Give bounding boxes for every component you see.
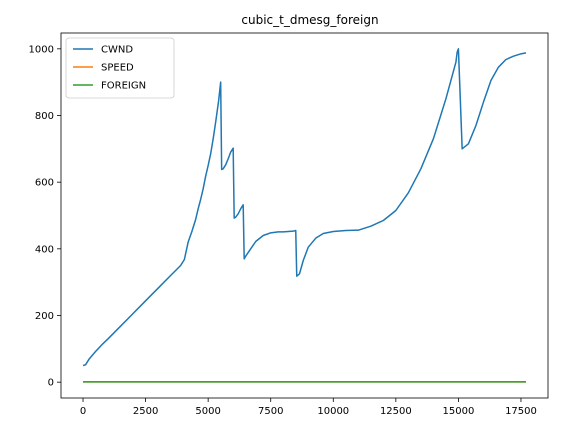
legend-label-foreign: FOREIGN xyxy=(101,81,146,92)
y-axis: 0 200 400 600 800 1000 xyxy=(29,44,61,389)
x-tick-label: 7500 xyxy=(258,406,283,417)
legend-box xyxy=(65,37,175,99)
y-tick-label: 200 xyxy=(35,311,54,322)
x-tick-label: 2500 xyxy=(133,406,158,417)
chart-title: cubic_t_dmesg_foreign xyxy=(241,13,378,27)
x-tick-label: 12500 xyxy=(380,406,412,417)
y-tick-label: 0 xyxy=(48,378,54,389)
y-tick-label: 400 xyxy=(35,244,54,255)
legend: CWND SPEED FOREIGN xyxy=(65,37,175,99)
x-tick-label: 0 xyxy=(80,406,86,417)
y-tick-label: 800 xyxy=(35,111,54,122)
y-tick-label: 600 xyxy=(35,178,54,189)
x-tick-label: 10000 xyxy=(317,406,349,417)
x-axis: 0 2500 5000 7500 10000 12500 15000 17500 xyxy=(80,398,537,417)
legend-label-cwnd: CWND xyxy=(101,45,133,56)
y-tick-label: 1000 xyxy=(29,44,54,55)
series-line-cwnd xyxy=(82,48,527,367)
x-tick-label: 17500 xyxy=(505,406,537,417)
plot-area xyxy=(60,32,549,399)
legend-label-speed: SPEED xyxy=(101,63,134,74)
x-tick-label: 5000 xyxy=(195,406,220,417)
plot-frame xyxy=(60,32,549,399)
x-tick-label: 15000 xyxy=(443,406,475,417)
